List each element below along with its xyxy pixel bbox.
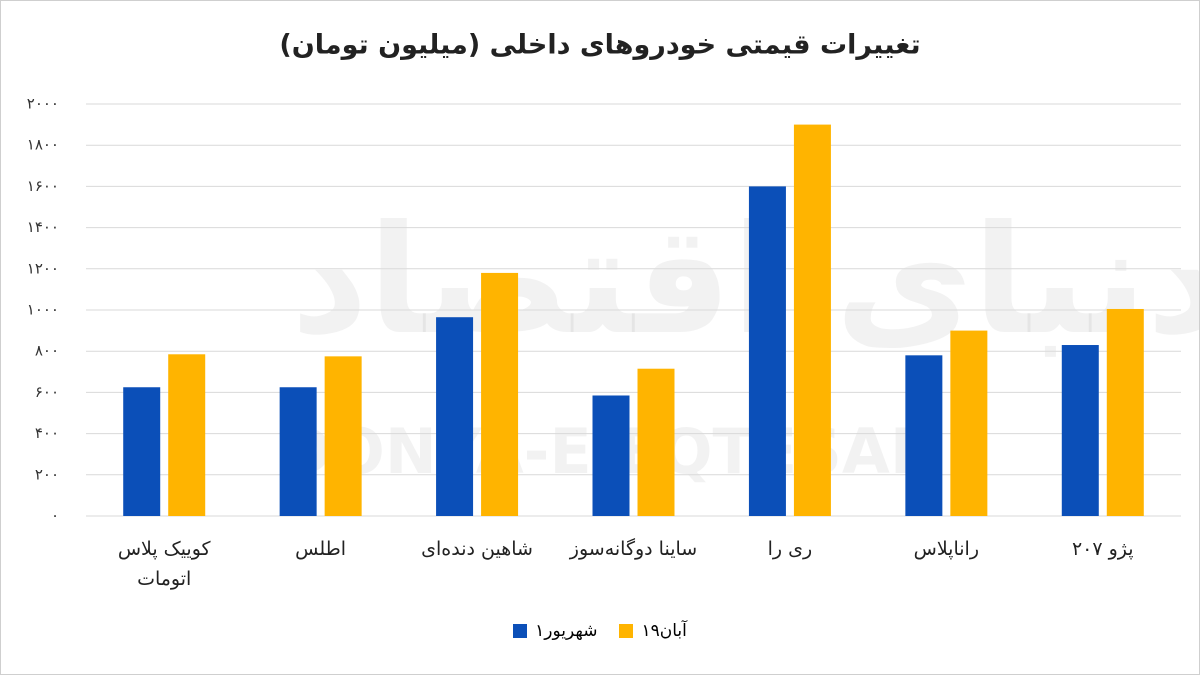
x-tick-label: اطلس <box>295 538 347 560</box>
bar <box>279 387 317 516</box>
legend-label: ۱۹آبان <box>641 621 687 641</box>
x-tick-label: راناپلاس <box>913 538 980 560</box>
x-tick-label: پژو ۲۰۷ <box>1071 538 1134 560</box>
x-tick-label: کوییک پلاس اتومات <box>117 538 211 590</box>
bar <box>1106 308 1144 516</box>
chart-title: تغییرات قیمتی خودروهای داخلی (میلیون توم… <box>279 30 920 61</box>
bar <box>793 124 831 516</box>
bar <box>637 368 675 516</box>
legend-swatch <box>513 624 528 638</box>
x-tick-label: ری را <box>767 538 813 560</box>
y-tick-label: ۰ <box>51 507 59 525</box>
y-tick-label: ۱۸۰۰ <box>27 136 59 154</box>
bar <box>123 387 161 516</box>
legend: ۱شهریور ۱۹آبان <box>1 621 1199 641</box>
legend-label: ۱شهریور <box>535 621 598 641</box>
x-tick-label: شاهین دنده‌ای <box>421 538 533 560</box>
bar <box>436 317 474 516</box>
bar <box>1061 345 1099 516</box>
y-tick-label: ۱۰۰۰ <box>27 301 59 319</box>
legend-item: ۱۹آبان <box>619 621 687 641</box>
bar <box>324 356 362 516</box>
bar <box>950 330 988 516</box>
legend-swatch <box>619 624 634 638</box>
bar <box>748 186 786 516</box>
bar <box>168 354 206 516</box>
y-tick-label: ۶۰۰ <box>35 383 59 401</box>
y-tick-label: ۴۰۰ <box>35 424 59 442</box>
y-tick-label: ۱۶۰۰ <box>27 177 59 195</box>
y-tick-label: ۸۰۰ <box>35 342 59 360</box>
legend-item: ۱شهریور <box>513 621 597 641</box>
watermark: دنیای اقتصاد <box>291 194 1199 368</box>
bar <box>592 395 630 516</box>
y-tick-label: ۱۴۰۰ <box>27 218 59 236</box>
bar <box>481 272 519 516</box>
y-tick-label: ۲۰۰۰ <box>27 95 59 113</box>
x-tick-label: ساینا دوگانه‌سوز <box>569 538 698 560</box>
bar <box>905 355 943 516</box>
y-tick-label: ۲۰۰ <box>35 465 59 483</box>
y-tick-label: ۱۲۰۰ <box>27 259 59 277</box>
